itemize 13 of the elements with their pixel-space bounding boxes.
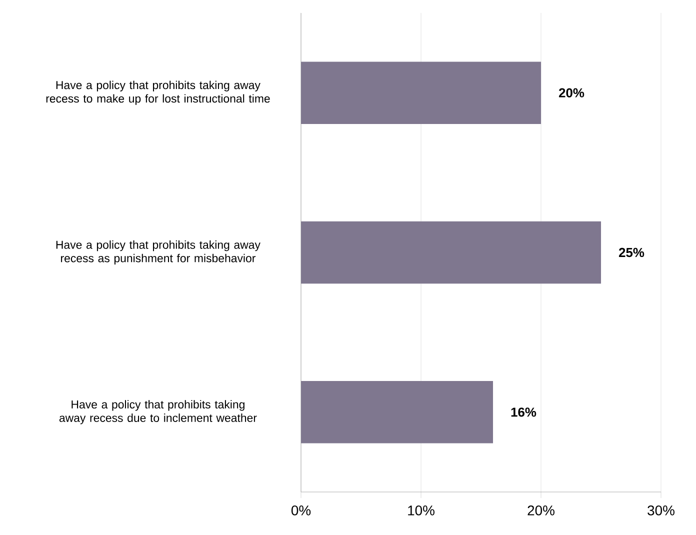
data-label: 25% [618, 248, 644, 258]
y-tick-label: Have a policy that prohibits taking away recess due to inclement weather [59, 400, 257, 424]
data-label: 16% [511, 408, 536, 417]
x-tick-label: 0% [291, 506, 311, 516]
bar [301, 381, 494, 444]
x-tick-label: 30% [648, 506, 674, 516]
x-tick-label: 10% [408, 506, 434, 516]
y-tick-label: Have a policy that prohibits taking away recess to make up for lost instructional time [46, 80, 270, 105]
y-tick-label: Have a policy that prohibits taking away recess as punishment for misbehavior [56, 240, 260, 265]
data-label: 20% [558, 88, 584, 98]
bar [301, 221, 602, 284]
x-tick-label: 20% [528, 506, 554, 516]
bar [301, 62, 542, 124]
